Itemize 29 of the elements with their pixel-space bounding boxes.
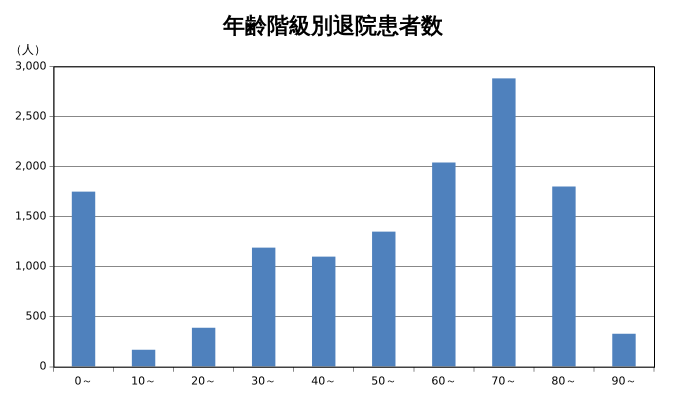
- x-tick-label: 0～: [74, 374, 93, 388]
- y-tick-label: 500: [25, 310, 46, 323]
- bar: [192, 328, 216, 366]
- x-tick-label: 20～: [191, 374, 216, 388]
- y-tick-label: 2,500: [14, 109, 46, 122]
- x-tick-label: 80～: [551, 374, 576, 388]
- chart-title: 年齢階級別退院患者数: [222, 14, 444, 39]
- bar: [72, 192, 96, 366]
- x-tick-label: 90～: [611, 374, 636, 388]
- y-tick-label: 1,000: [14, 260, 46, 273]
- x-tick-label: 40～: [311, 374, 336, 388]
- x-tick-label: 30～: [251, 374, 276, 388]
- bar: [432, 162, 456, 366]
- bar: [372, 232, 396, 366]
- bar: [312, 256, 336, 366]
- bar: [552, 186, 576, 366]
- y-tick-label: 2,000: [14, 159, 46, 172]
- bar: [612, 334, 636, 366]
- x-tick-label: 70～: [491, 374, 516, 388]
- bar: [132, 350, 156, 366]
- y-tick-label: 0: [39, 360, 46, 373]
- y-tick-label: 1,500: [14, 209, 46, 222]
- bar: [252, 248, 276, 366]
- y-tick-label: 3,000: [14, 59, 46, 72]
- y-axis-title: （人）: [10, 42, 46, 57]
- x-tick-label: 50～: [371, 374, 396, 388]
- x-tick-label: 60～: [431, 374, 456, 388]
- x-tick-label: 10～: [131, 374, 156, 388]
- bar: [492, 78, 516, 366]
